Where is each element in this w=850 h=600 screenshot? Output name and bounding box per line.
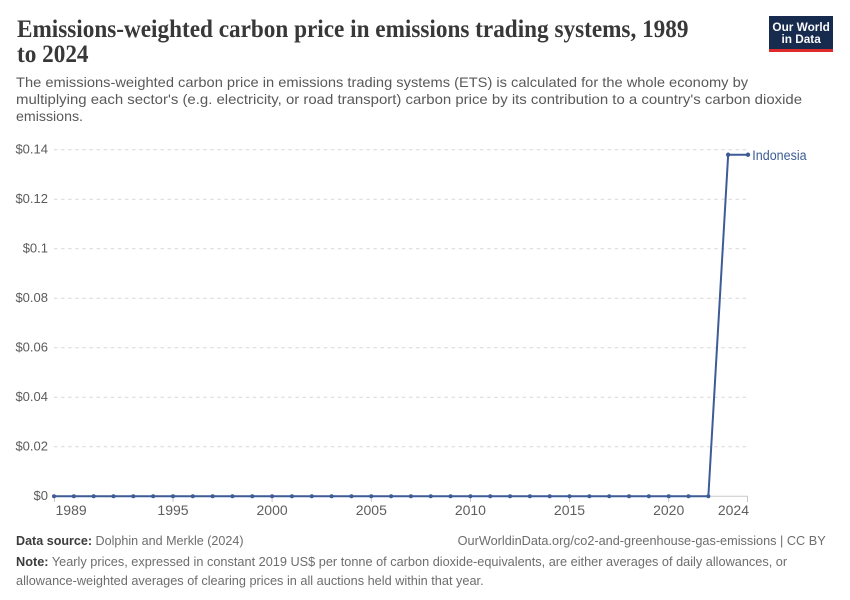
svg-text:2024: 2024 bbox=[718, 502, 749, 518]
svg-text:$0.04: $0.04 bbox=[15, 389, 48, 404]
svg-text:$0.08: $0.08 bbox=[15, 290, 48, 305]
svg-text:$0.12: $0.12 bbox=[15, 191, 48, 206]
svg-text:2015: 2015 bbox=[554, 502, 585, 518]
svg-text:$0: $0 bbox=[34, 488, 48, 503]
svg-text:2005: 2005 bbox=[356, 502, 387, 518]
svg-text:2010: 2010 bbox=[455, 502, 486, 518]
svg-text:$0.14: $0.14 bbox=[15, 142, 48, 157]
svg-text:1995: 1995 bbox=[157, 502, 188, 518]
svg-text:$0.1: $0.1 bbox=[23, 241, 48, 256]
svg-text:1989: 1989 bbox=[56, 502, 87, 518]
svg-text:2020: 2020 bbox=[653, 502, 684, 518]
svg-text:$0.06: $0.06 bbox=[15, 340, 48, 355]
svg-text:Indonesia: Indonesia bbox=[752, 148, 807, 163]
svg-text:2000: 2000 bbox=[257, 502, 288, 518]
svg-text:$0.02: $0.02 bbox=[15, 439, 48, 454]
